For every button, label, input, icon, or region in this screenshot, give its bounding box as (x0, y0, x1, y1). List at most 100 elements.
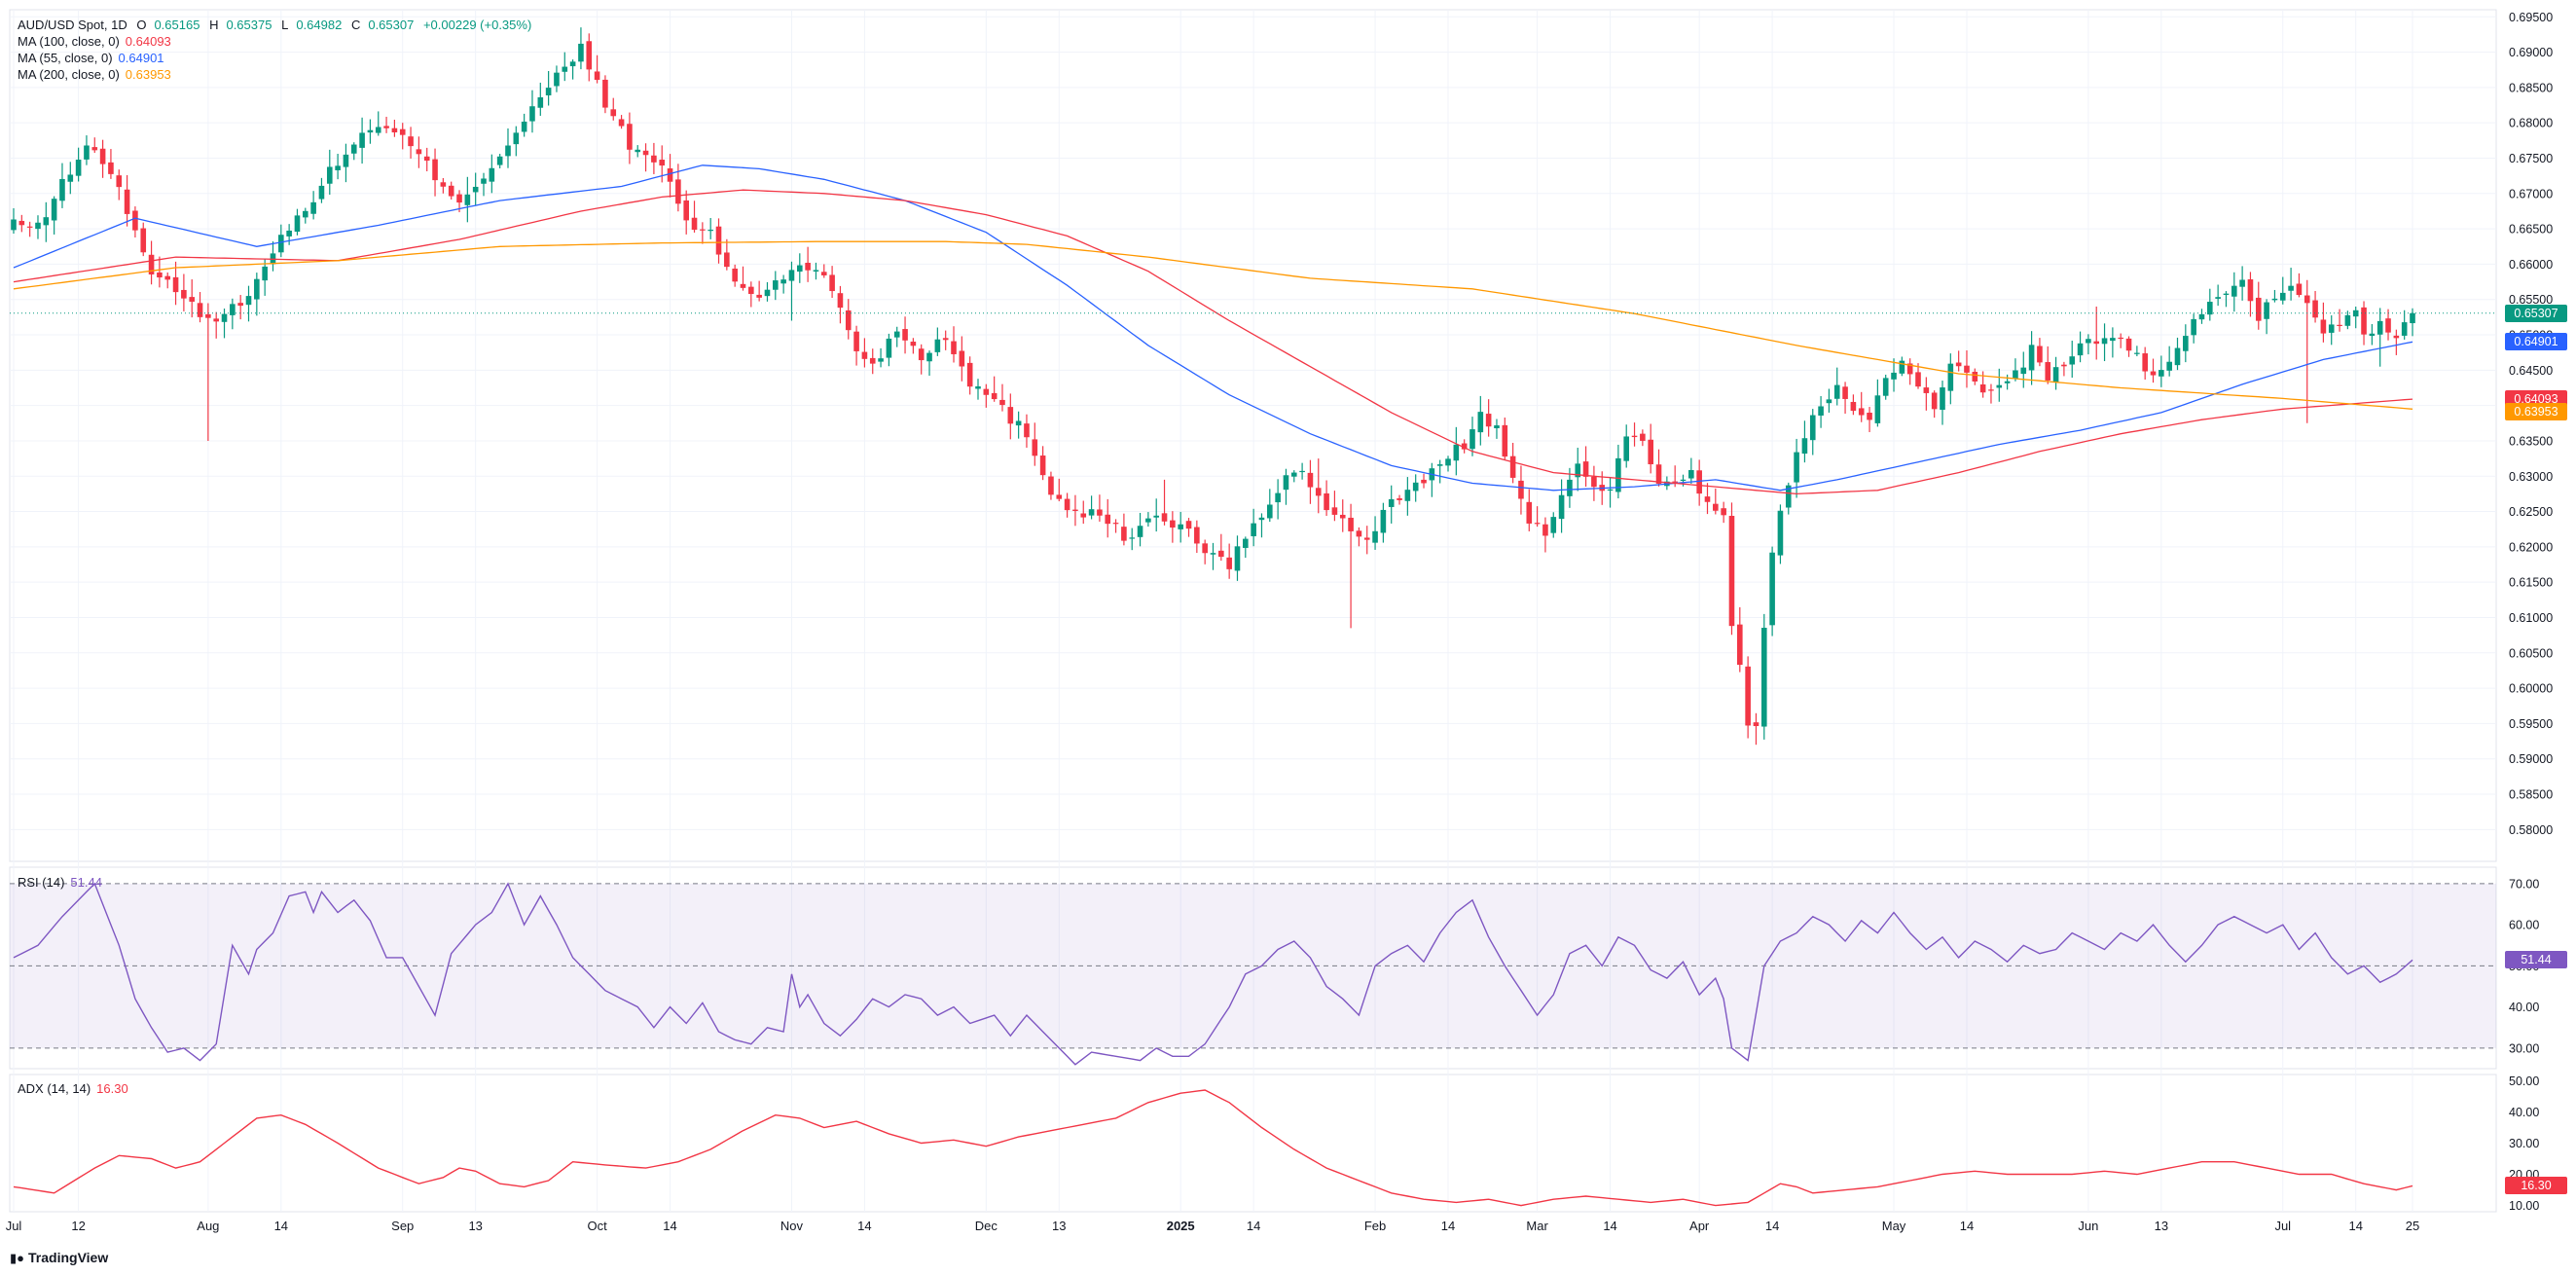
candle-up (886, 338, 892, 358)
candle-down (594, 71, 600, 81)
candle-down (399, 128, 406, 135)
candle-down (1194, 527, 1200, 544)
open-label: O (136, 18, 147, 32)
candle-down (1121, 527, 1127, 541)
candle-up (1275, 492, 1281, 503)
candle-up (1445, 458, 1451, 466)
candle-up (578, 43, 584, 62)
candle-up (2101, 338, 2108, 345)
candle-down (951, 341, 957, 354)
candle-down (1542, 524, 1548, 536)
candle-down (1534, 523, 1541, 525)
time-axis-label: Jun (2078, 1219, 2098, 1233)
ma200-line (13, 240, 2413, 410)
price-tick-label: 0.62500 (2509, 505, 2553, 519)
candle-down (1307, 472, 1314, 488)
candle-down (124, 189, 130, 214)
ma100-value: 0.64093 (125, 34, 171, 49)
candle-down (618, 119, 625, 127)
candle-down (1842, 386, 1848, 399)
candle-down (2255, 297, 2262, 321)
tradingview-brand[interactable]: ▮● TradingView (10, 1250, 108, 1266)
candle-up (1477, 412, 1484, 433)
candle-down (383, 126, 389, 128)
candle-up (780, 279, 786, 284)
candle-up (569, 61, 576, 67)
candle-down (1218, 550, 1224, 558)
candle-down (837, 293, 844, 309)
candle-down (116, 175, 123, 188)
ma100-label: MA (100, close, 0) (18, 34, 120, 49)
rsi-tick-label: 30.00 (2509, 1041, 2539, 1055)
candle-down (2150, 371, 2157, 376)
rsi-tick-label: 40.00 (2509, 1001, 2539, 1014)
candle-up (2110, 338, 2116, 342)
candle-down (918, 348, 925, 361)
candle-up (472, 186, 479, 193)
candle-down (667, 168, 673, 182)
symbol-header: AUD/USD Spot, 1D O 0.65165 H 0.65375 L 0.64… (18, 17, 537, 33)
candle-up (1996, 384, 2003, 388)
time-axis-label: 14 (1603, 1219, 1616, 1233)
candle-up (318, 185, 325, 200)
price-tick-label: 0.67000 (2509, 187, 2553, 200)
legend-ma200[interactable]: MA (200, close, 0) 0.63953 (18, 66, 177, 83)
time-axis-label: May (1882, 1219, 1906, 1233)
candle-up (2086, 339, 2091, 344)
candle-down (2296, 283, 2303, 296)
candle-down (1972, 371, 1978, 382)
candle-up (310, 201, 316, 214)
candle-down (99, 148, 106, 164)
candle-up (302, 210, 308, 218)
candle-up (1899, 360, 1905, 374)
candle-down (164, 275, 171, 280)
time-axis-label: 14 (857, 1219, 871, 1233)
change-value: +0.00229 (+0.35%) (422, 18, 532, 32)
candle-down (18, 220, 25, 226)
candle-up (934, 339, 941, 352)
candle-up (2264, 302, 2269, 319)
candle-down (1226, 557, 1232, 569)
candle-down (1988, 389, 1994, 391)
adx-value-tag: 16.30 (2505, 1177, 2567, 1195)
candle-down (132, 210, 138, 231)
legend-ma55[interactable]: MA (55, close, 0) 0.64901 (18, 50, 170, 66)
candle-up (2215, 297, 2221, 299)
candle-up (2198, 313, 2205, 320)
price-tick-label: 0.61000 (2509, 611, 2553, 625)
price-tick-label: 0.69000 (2509, 46, 2553, 59)
candle-down (1518, 480, 1524, 499)
candle-down (1955, 362, 1962, 367)
time-axis-label: 13 (2155, 1219, 2168, 1233)
candle-down (820, 272, 827, 275)
candle-up (1251, 523, 1256, 536)
legend-rsi[interactable]: RSI (14) 51.44 (18, 874, 108, 891)
candle-down (456, 194, 462, 203)
candle-down (1007, 407, 1014, 424)
candle-up (1388, 498, 1395, 507)
rsi-label: RSI (14) (18, 875, 65, 890)
candle-down (942, 338, 949, 341)
candle-down (2045, 362, 2051, 381)
legend-adx[interactable]: ADX (14, 14) 16.30 (18, 1080, 134, 1097)
candle-up (2352, 310, 2359, 317)
candle-down (1097, 509, 1103, 516)
price-pane (9, 9, 2497, 862)
candle-down (1867, 413, 1872, 420)
candle-down (1591, 476, 1597, 488)
candle-down (642, 150, 649, 156)
candle-down (700, 229, 706, 231)
candle-down (205, 313, 211, 318)
close-label: C (350, 18, 361, 32)
candle-down (902, 329, 908, 341)
price-tick-label: 0.59500 (2509, 717, 2553, 731)
candle-up (1777, 510, 1784, 556)
candle-down (1931, 392, 1938, 410)
candle-down (999, 399, 1005, 406)
legend-ma100[interactable]: MA (100, close, 0) 0.64093 (18, 33, 177, 50)
candle-up (1372, 530, 1378, 543)
candle-up (75, 160, 82, 176)
candle-up (1550, 517, 1557, 533)
candle-down (732, 268, 738, 282)
